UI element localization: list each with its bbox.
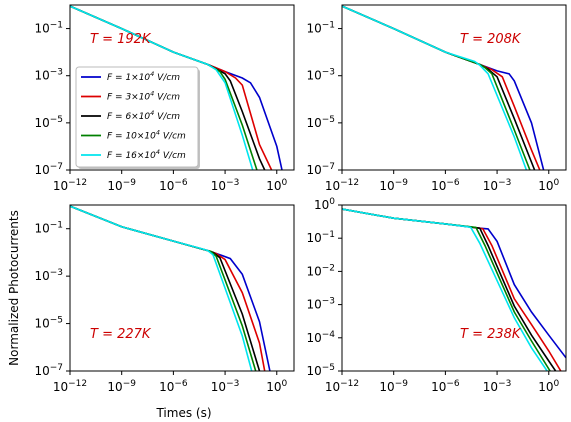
y-axis-label: Normalized Photocurrents (7, 210, 21, 366)
x-tick-label: 10−6 (431, 379, 460, 394)
series-line-1 (342, 5, 545, 170)
series-line-5 (70, 205, 253, 371)
x-tick-label: 10−3 (211, 178, 240, 193)
chart-panel-3: 10−12 10−9 10−6 10−3 100 10−7 10−5 10−3 10−1 T = … (34, 204, 295, 394)
y-tick-label: 10−5 (306, 115, 335, 130)
x-tick-label: 10−9 (379, 178, 408, 193)
y-tick-label: 10−2 (306, 263, 335, 278)
y-tick-label: 10−1 (306, 21, 335, 36)
chart-panel-4: 10−12 10−9 10−6 10−3 100 10−5 10−4 10−3 10−2 10−1… (306, 197, 567, 394)
series-line-2 (70, 205, 266, 371)
x-tick-label: 10−12 (53, 379, 87, 394)
plot-frame (69, 4, 295, 171)
plot-frame (341, 4, 567, 171)
temperature-annotation: T = 227K (90, 327, 152, 342)
temperature-annotation: T = 192K (90, 32, 152, 47)
legend: F = 1×104 V/cm F = 3×104 V/cm F = 6×104 V/… (75, 66, 200, 169)
x-tick-label: 10−3 (483, 379, 512, 394)
x-tick-label: 100 (266, 379, 287, 394)
x-tick-label: 100 (538, 178, 559, 193)
series-line-5 (342, 208, 548, 371)
legend-entry: F = 1×104 V/cm (107, 70, 180, 83)
x-tick-label: 10−6 (159, 379, 188, 394)
y-tick-label: 10−7 (306, 162, 335, 177)
series-line-3 (342, 5, 536, 170)
series-line-5 (342, 5, 528, 170)
y-tick-label: 10−7 (34, 363, 63, 378)
legend-entry: F = 16×104 V/cm (107, 148, 186, 161)
y-tick-label: 10−1 (34, 221, 63, 236)
y-tick-label: 10−4 (306, 330, 335, 345)
x-tick-label: 10−12 (325, 379, 359, 394)
x-tick-label: 10−12 (325, 178, 359, 193)
x-tick-label: 10−3 (483, 178, 512, 193)
series-line-2 (342, 5, 541, 170)
x-tick-label: 100 (538, 379, 559, 394)
legend-entry: F = 3×104 V/cm (107, 90, 180, 103)
y-tick-label: 10−1 (34, 21, 63, 36)
x-tick-label: 10−3 (211, 379, 240, 394)
legend-box (75, 66, 199, 168)
chart-panel-1: 10−12 10−9 10−6 10−3 100 10−7 10−5 10−3 10−1 T = … (34, 4, 295, 193)
y-tick-label: 10−3 (34, 268, 63, 283)
y-tick-label: 10−3 (306, 297, 335, 312)
x-tick-label: 100 (266, 178, 287, 193)
x-tick-label: 10−9 (107, 178, 136, 193)
x-axis-label: Times (s) (155, 406, 211, 420)
plot-frame (69, 204, 295, 372)
x-tick-label: 10−12 (53, 178, 87, 193)
series-line-4 (70, 205, 257, 371)
y-tick-label: 10−5 (306, 363, 335, 378)
temperature-annotation: T = 238K (460, 327, 522, 342)
temperature-annotation: T = 208K (460, 32, 522, 47)
x-tick-label: 10−9 (379, 379, 408, 394)
y-tick-label: 10−3 (34, 68, 63, 83)
series-line-5 (70, 5, 254, 170)
chart-panel-2: 10−12 10−9 10−6 10−3 100 10−7 10−5 10−3 10−1 T = … (306, 4, 567, 193)
legend-entry: F = 6×104 V/cm (107, 109, 180, 122)
series-line-3 (342, 208, 557, 371)
y-tick-label: 10−5 (34, 316, 63, 331)
y-tick-label: 100 (314, 197, 335, 212)
series-line-3 (70, 205, 261, 371)
y-tick-label: 10−3 (306, 68, 335, 83)
y-tick-label: 10−7 (34, 162, 63, 177)
plot-frame (341, 204, 567, 372)
y-tick-label: 10−5 (34, 115, 63, 130)
x-tick-label: 10−6 (159, 178, 188, 193)
x-tick-label: 10−9 (107, 379, 136, 394)
series-line-4 (342, 208, 551, 371)
legend-entry: F = 10×104 V/cm (107, 129, 186, 142)
series-line-2 (342, 208, 562, 371)
x-tick-label: 10−6 (431, 178, 460, 193)
y-tick-label: 10−1 (306, 230, 335, 245)
